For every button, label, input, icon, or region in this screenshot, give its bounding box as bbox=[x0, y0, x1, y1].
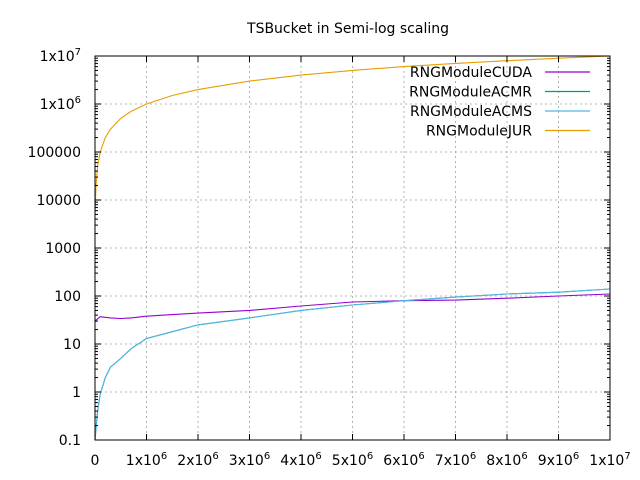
x-tick-label-exponent: 6 bbox=[315, 451, 321, 462]
x-axis-ticks: 0 1x106 2x106 3x106 4x106 5x106 6x106 7x106 8x10… bbox=[91, 56, 631, 469]
y-tick-label-base: 1x10 bbox=[40, 97, 75, 113]
x-tick-label-base: 7x10 bbox=[435, 453, 470, 469]
x-tick-label: 4x106 bbox=[280, 451, 321, 469]
x-tick-label-exponent: 6 bbox=[418, 451, 424, 462]
y-tick-label-base: 1 bbox=[72, 385, 81, 401]
x-tick-label: 7x106 bbox=[435, 451, 476, 469]
y-tick-label-exponent: 6 bbox=[75, 95, 81, 106]
x-tick-label-base: 4x10 bbox=[280, 453, 315, 469]
x-tick-label-exponent: 6 bbox=[521, 451, 527, 462]
y-tick-label-base: 10000 bbox=[36, 193, 81, 209]
x-tick-label: 6x106 bbox=[383, 451, 424, 469]
x-tick-label-exponent: 6 bbox=[573, 451, 579, 462]
chart-title: TSBucket in Semi-log scaling bbox=[246, 21, 449, 37]
y-tick-label: 1x107 bbox=[40, 47, 81, 65]
x-tick-label-exponent: 6 bbox=[367, 451, 373, 462]
y-tick-label-base: 1000 bbox=[45, 241, 81, 257]
x-tick-label-exponent: 6 bbox=[470, 451, 476, 462]
x-tick-label-exponent: 6 bbox=[264, 451, 270, 462]
x-tick-label: 5x106 bbox=[332, 451, 373, 469]
x-tick-label-base: 1x10 bbox=[126, 453, 161, 469]
legend-label: RNGModuleJUR bbox=[426, 124, 532, 140]
y-tick-label: 100 bbox=[54, 289, 81, 305]
y-tick-label-base: 0.1 bbox=[59, 433, 81, 449]
x-tick-label-base: 6x10 bbox=[383, 453, 418, 469]
x-tick-label: 1x106 bbox=[126, 451, 167, 469]
legend-label: RNGModuleACMS bbox=[410, 104, 532, 120]
grid bbox=[95, 56, 610, 440]
x-tick-label: 3x106 bbox=[229, 451, 270, 469]
y-tick-label-base: 100 bbox=[54, 289, 81, 305]
x-tick-label: 1x107 bbox=[589, 451, 630, 469]
x-tick-label-base: 2x10 bbox=[177, 453, 212, 469]
y-tick-label: 1000 bbox=[45, 241, 81, 257]
x-tick-label: 2x106 bbox=[177, 451, 218, 469]
x-tick-label: 9x106 bbox=[538, 451, 579, 469]
x-tick-label-exponent: 6 bbox=[212, 451, 218, 462]
x-tick-label-base: 5x10 bbox=[332, 453, 367, 469]
y-tick-label-base: 100000 bbox=[28, 145, 81, 161]
x-tick-label-base: 1x10 bbox=[589, 453, 624, 469]
x-tick-label-base: 3x10 bbox=[229, 453, 264, 469]
y-tick-label: 10 bbox=[63, 337, 81, 353]
y-tick-label-base: 10 bbox=[63, 337, 81, 353]
x-tick-label: 0 bbox=[91, 453, 100, 469]
x-tick-label-base: 9x10 bbox=[538, 453, 573, 469]
y-tick-label-exponent: 7 bbox=[75, 47, 81, 58]
legend-label: RNGModuleCUDA bbox=[410, 65, 533, 81]
series-line-rngmodulejur bbox=[94, 55, 611, 215]
y-tick-label: 100000 bbox=[28, 145, 81, 161]
x-tick-label-exponent: 6 bbox=[161, 451, 167, 462]
series-line-rngmoduleacms bbox=[94, 288, 611, 441]
legend-label: RNGModuleACMR bbox=[409, 85, 532, 101]
series-line-rngmodulecuda bbox=[94, 293, 611, 322]
x-tick-label-base: 0 bbox=[91, 453, 100, 469]
y-tick-label: 0.1 bbox=[59, 433, 81, 449]
y-tick-label: 1x106 bbox=[40, 95, 81, 113]
y-tick-label: 10000 bbox=[36, 193, 81, 209]
x-tick-label-base: 8x10 bbox=[486, 453, 521, 469]
legend: RNGModuleCUDA RNGModuleACMR RNGModuleACMS R… bbox=[409, 65, 590, 140]
y-tick-label: 1 bbox=[72, 385, 81, 401]
y-tick-label-base: 1x10 bbox=[40, 49, 75, 65]
x-tick-label-exponent: 7 bbox=[624, 451, 630, 462]
x-tick-label: 8x106 bbox=[486, 451, 527, 469]
